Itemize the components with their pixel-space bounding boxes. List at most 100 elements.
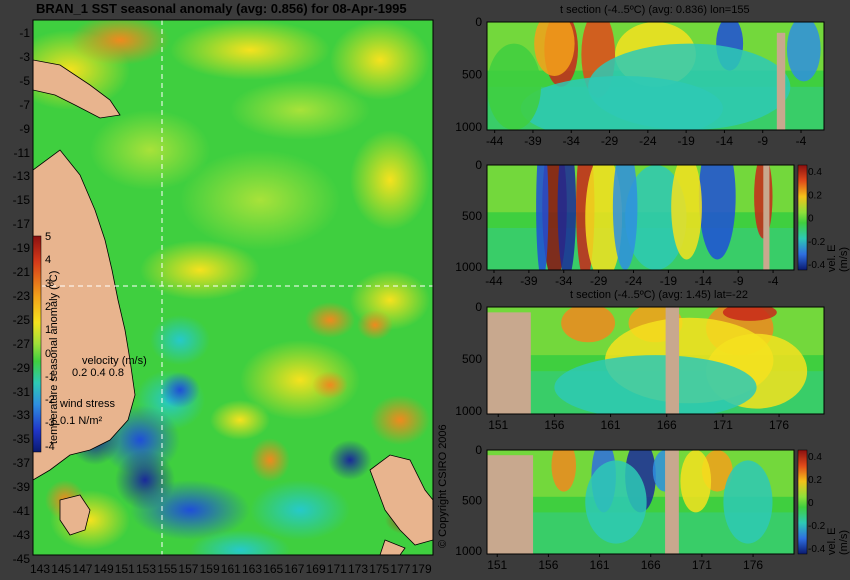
anomaly-blob <box>557 165 577 270</box>
section-x-tick: 151 <box>487 558 507 572</box>
anomaly-blob <box>625 165 687 270</box>
section-y-tick: 1000 <box>455 120 482 134</box>
anomaly-blob <box>585 165 623 270</box>
section-x-tick: 176 <box>743 558 763 572</box>
velocity-colorbar-tick: 0 <box>808 214 814 225</box>
lat-tick-label: -15 <box>12 193 30 208</box>
anomaly-blob <box>754 165 773 239</box>
section-x-tick: 171 <box>692 558 712 572</box>
section-land <box>776 32 786 130</box>
section-x-tick: -44 <box>485 274 503 288</box>
velocity-colorbar-tick: 0.2 <box>808 190 822 201</box>
velocity-colorbar-tick: -0.4 <box>808 260 826 271</box>
section-y-tick: 0 <box>475 300 482 314</box>
anomaly-blob <box>561 307 616 343</box>
velocity-colorbar-tick: -0.2 <box>808 237 826 248</box>
colorbar-tick-label: 0 <box>45 347 52 360</box>
velocity-colorbar-tick: 0.2 <box>808 475 822 486</box>
lat-tick-label: -21 <box>12 265 30 279</box>
lon-tick-label: 151 <box>114 562 135 576</box>
lat-tick-label: -7 <box>19 97 30 112</box>
lon-tick-label: 175 <box>369 562 390 576</box>
lat-tick-label: -9 <box>19 121 30 136</box>
anomaly-field <box>33 20 433 555</box>
section-x-tick: -44 <box>486 134 504 148</box>
anomaly-blob <box>554 355 757 414</box>
anomaly-blob <box>536 165 549 270</box>
section-y-tick: 500 <box>462 352 482 366</box>
colorbar-tick-label: 1 <box>45 324 52 337</box>
section-land <box>487 312 531 414</box>
colorbar-tick-label: 2 <box>45 300 52 313</box>
lat-tick-label: -31 <box>12 384 30 399</box>
lon-tick-label: 143 <box>30 562 51 576</box>
colorbar-tick-label: -3 <box>45 417 55 430</box>
velocity-colorbar <box>797 449 808 555</box>
wind-label: wind stress <box>60 398 116 410</box>
copyright-text: © Copyright CSIRO 2006 <box>437 424 449 548</box>
lon-tick-label: 165 <box>263 562 284 576</box>
lat-tick-label: -35 <box>12 432 30 447</box>
section-y-tick: 500 <box>462 209 482 223</box>
section-x-tick: -19 <box>677 134 695 148</box>
section-y-tick: 0 <box>475 15 482 29</box>
anomaly-blob <box>723 460 773 544</box>
lat-tick-label: -23 <box>12 288 30 303</box>
lat-tick-label: -33 <box>12 408 30 423</box>
velocity-label: velocity (m/s) <box>82 355 147 367</box>
section-panel-2: 0 500 1000-44 -39 -34 -29 -24 -19 -14 -9 -4 0.4 0.2 0… <box>455 158 826 288</box>
section-x-tick: -39 <box>524 134 542 148</box>
vel-label-lat: vel. E (m/s) lat=-22 <box>826 527 850 555</box>
section-x-tick: -39 <box>520 274 538 288</box>
section-x-tick: -34 <box>563 134 581 148</box>
section-x-tick: 161 <box>590 558 610 572</box>
velocity-colorbar-tick: 0.4 <box>808 452 822 463</box>
lat-tick-label: -43 <box>12 527 30 542</box>
section-y-tick: 1000 <box>455 404 482 418</box>
lon-tick-label: 177 <box>390 562 411 576</box>
wind-scale: 0.1 N/m² <box>60 415 103 427</box>
section-panel-4: 0 500 1000 151 156 161 166 171 176 0.4 0.2 0 -0.2 -0.… <box>455 443 826 572</box>
lat-tick-label: -11 <box>13 145 30 160</box>
lat-tick-label: -19 <box>12 241 30 256</box>
lat-tick-label: -41 <box>12 504 30 518</box>
section-land <box>665 307 680 414</box>
lon-tick-label: 155 <box>157 562 178 576</box>
section-x-tick: -14 <box>695 274 713 288</box>
section-y-tick: 0 <box>475 158 482 172</box>
lon-tick-label: 163 <box>242 562 263 576</box>
velocity-colorbar-tick: -0.2 <box>808 521 826 532</box>
colorbar-tick-label: -2 <box>45 394 55 407</box>
colorbar-tick-label: 4 <box>45 254 52 267</box>
velocity-colorbar-tick: 0 <box>808 498 814 509</box>
anomaly-blob <box>520 76 723 130</box>
section-x-tick: 166 <box>657 418 677 432</box>
lon-tick-label: 147 <box>72 562 93 576</box>
lon-tick-label: 145 <box>51 562 72 576</box>
section-x-tick: -4 <box>796 134 807 148</box>
sst-map <box>33 20 433 555</box>
section-x-tick: -29 <box>590 274 608 288</box>
velocity-colorbar-tick: -0.4 <box>808 544 826 555</box>
velocity-colorbar-tick: 0.4 <box>808 167 822 178</box>
section-x-tick: 161 <box>601 418 621 432</box>
lat-tick-label: -1 <box>19 26 30 40</box>
section-x-tick: -24 <box>639 134 657 148</box>
lat-tick-label: -27 <box>12 336 30 351</box>
anomaly-blob <box>534 22 575 76</box>
section-panel-3: 0 500 1000 151 156 161 166 171 176 <box>455 300 825 432</box>
anomaly-blob <box>722 307 777 321</box>
section-x-tick: 151 <box>488 418 508 432</box>
section-land <box>665 450 679 554</box>
colorbar-tick-label: -4 <box>45 440 55 453</box>
colorbar-tick-label: 5 <box>45 231 52 243</box>
colorbar-tick-label: 3 <box>45 277 52 290</box>
lat-tick-label: -29 <box>12 360 30 375</box>
section-x-tick: 166 <box>641 558 661 572</box>
vel-label-lon: vel. E (m/s) lon=155 <box>826 244 850 272</box>
section-y-tick: 1000 <box>455 544 482 558</box>
lon-tick-label: 161 <box>220 562 241 576</box>
lat-tick-label: -37 <box>12 456 30 471</box>
anomaly-blob <box>786 22 821 82</box>
section-y-tick: 1000 <box>455 260 482 274</box>
